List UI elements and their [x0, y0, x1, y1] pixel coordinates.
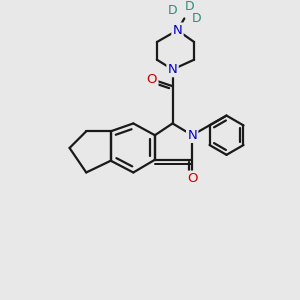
Text: D: D — [184, 0, 194, 13]
Text: N: N — [187, 129, 197, 142]
Text: N: N — [172, 24, 182, 37]
Text: D: D — [168, 4, 177, 17]
Text: O: O — [147, 73, 157, 86]
Text: N: N — [168, 63, 177, 76]
Text: O: O — [187, 172, 197, 185]
Text: D: D — [191, 12, 201, 25]
